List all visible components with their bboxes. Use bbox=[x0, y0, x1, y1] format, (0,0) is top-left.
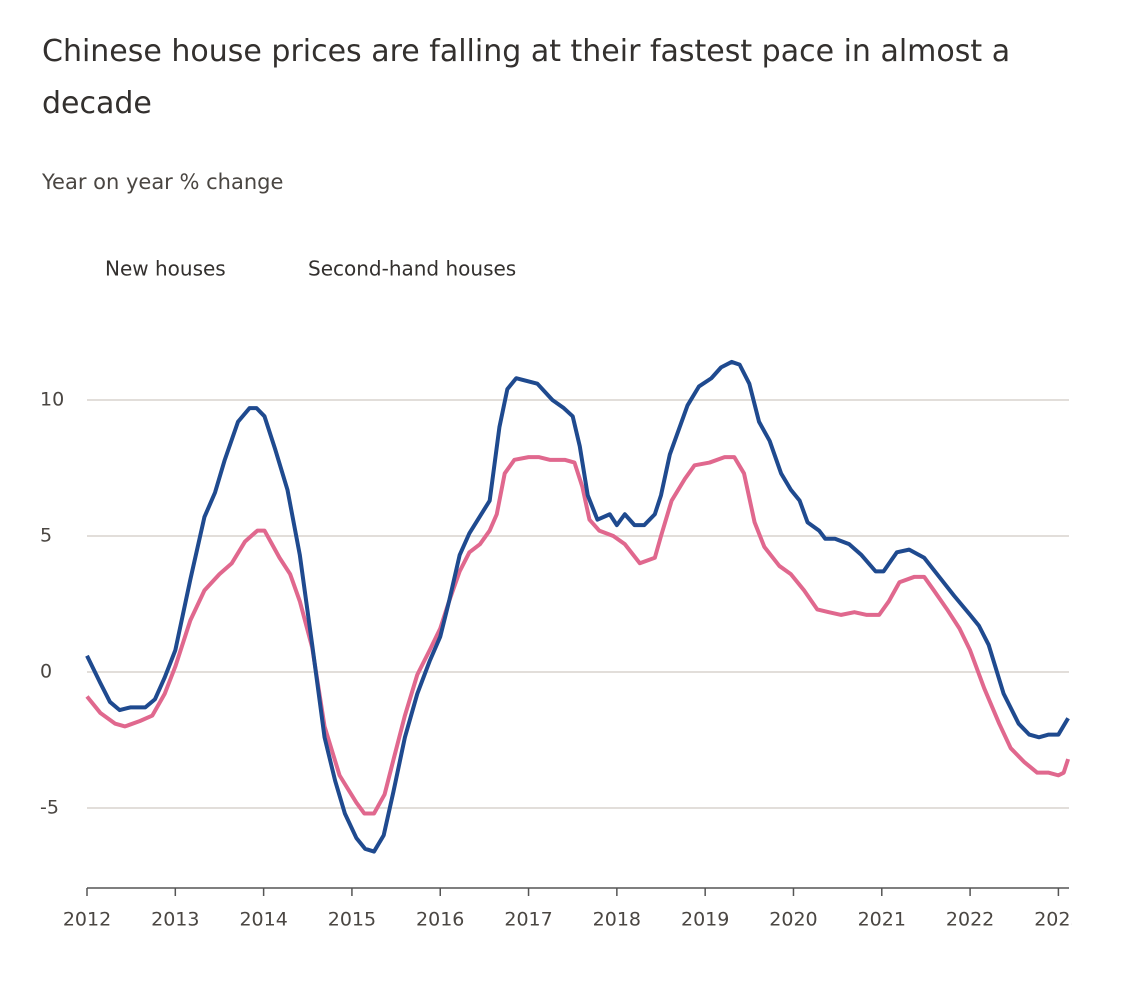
legend-label: New houses bbox=[105, 257, 226, 281]
x-tick-label: 2023 bbox=[1034, 909, 1082, 931]
x-tick-label: 2015 bbox=[328, 909, 376, 931]
y-tick-label: 10 bbox=[40, 389, 64, 411]
x-tick-label: 2019 bbox=[681, 909, 729, 931]
y-tick-label: 0 bbox=[40, 661, 52, 683]
data-line bbox=[85, 359, 1070, 854]
legend-label: Second-hand houses bbox=[308, 257, 516, 281]
data-line bbox=[85, 455, 1071, 816]
y-tick-label: -5 bbox=[40, 797, 59, 819]
x-tick-labels: 2012 2013 2014 2015 2016 2017 2018 2019 2020 2021… bbox=[63, 909, 1082, 931]
chart-title: Chinese house prices are falling at thei… bbox=[42, 34, 1011, 121]
x-tick-label: 2013 bbox=[151, 909, 199, 931]
x-tick-label: 2022 bbox=[946, 909, 994, 931]
x-tick-label: 2020 bbox=[769, 909, 817, 931]
x-tick-label: 2018 bbox=[593, 909, 641, 931]
x-tick-label: 2016 bbox=[416, 909, 464, 931]
y-tick-label: 5 bbox=[40, 525, 52, 547]
x-tick-label: 2021 bbox=[858, 909, 906, 931]
x-tick-label: 2014 bbox=[239, 909, 287, 931]
x-tick-label: 2012 bbox=[63, 909, 111, 931]
chart-subtitle: Year on year % change bbox=[42, 170, 284, 194]
x-tick-label: 2017 bbox=[504, 909, 552, 931]
